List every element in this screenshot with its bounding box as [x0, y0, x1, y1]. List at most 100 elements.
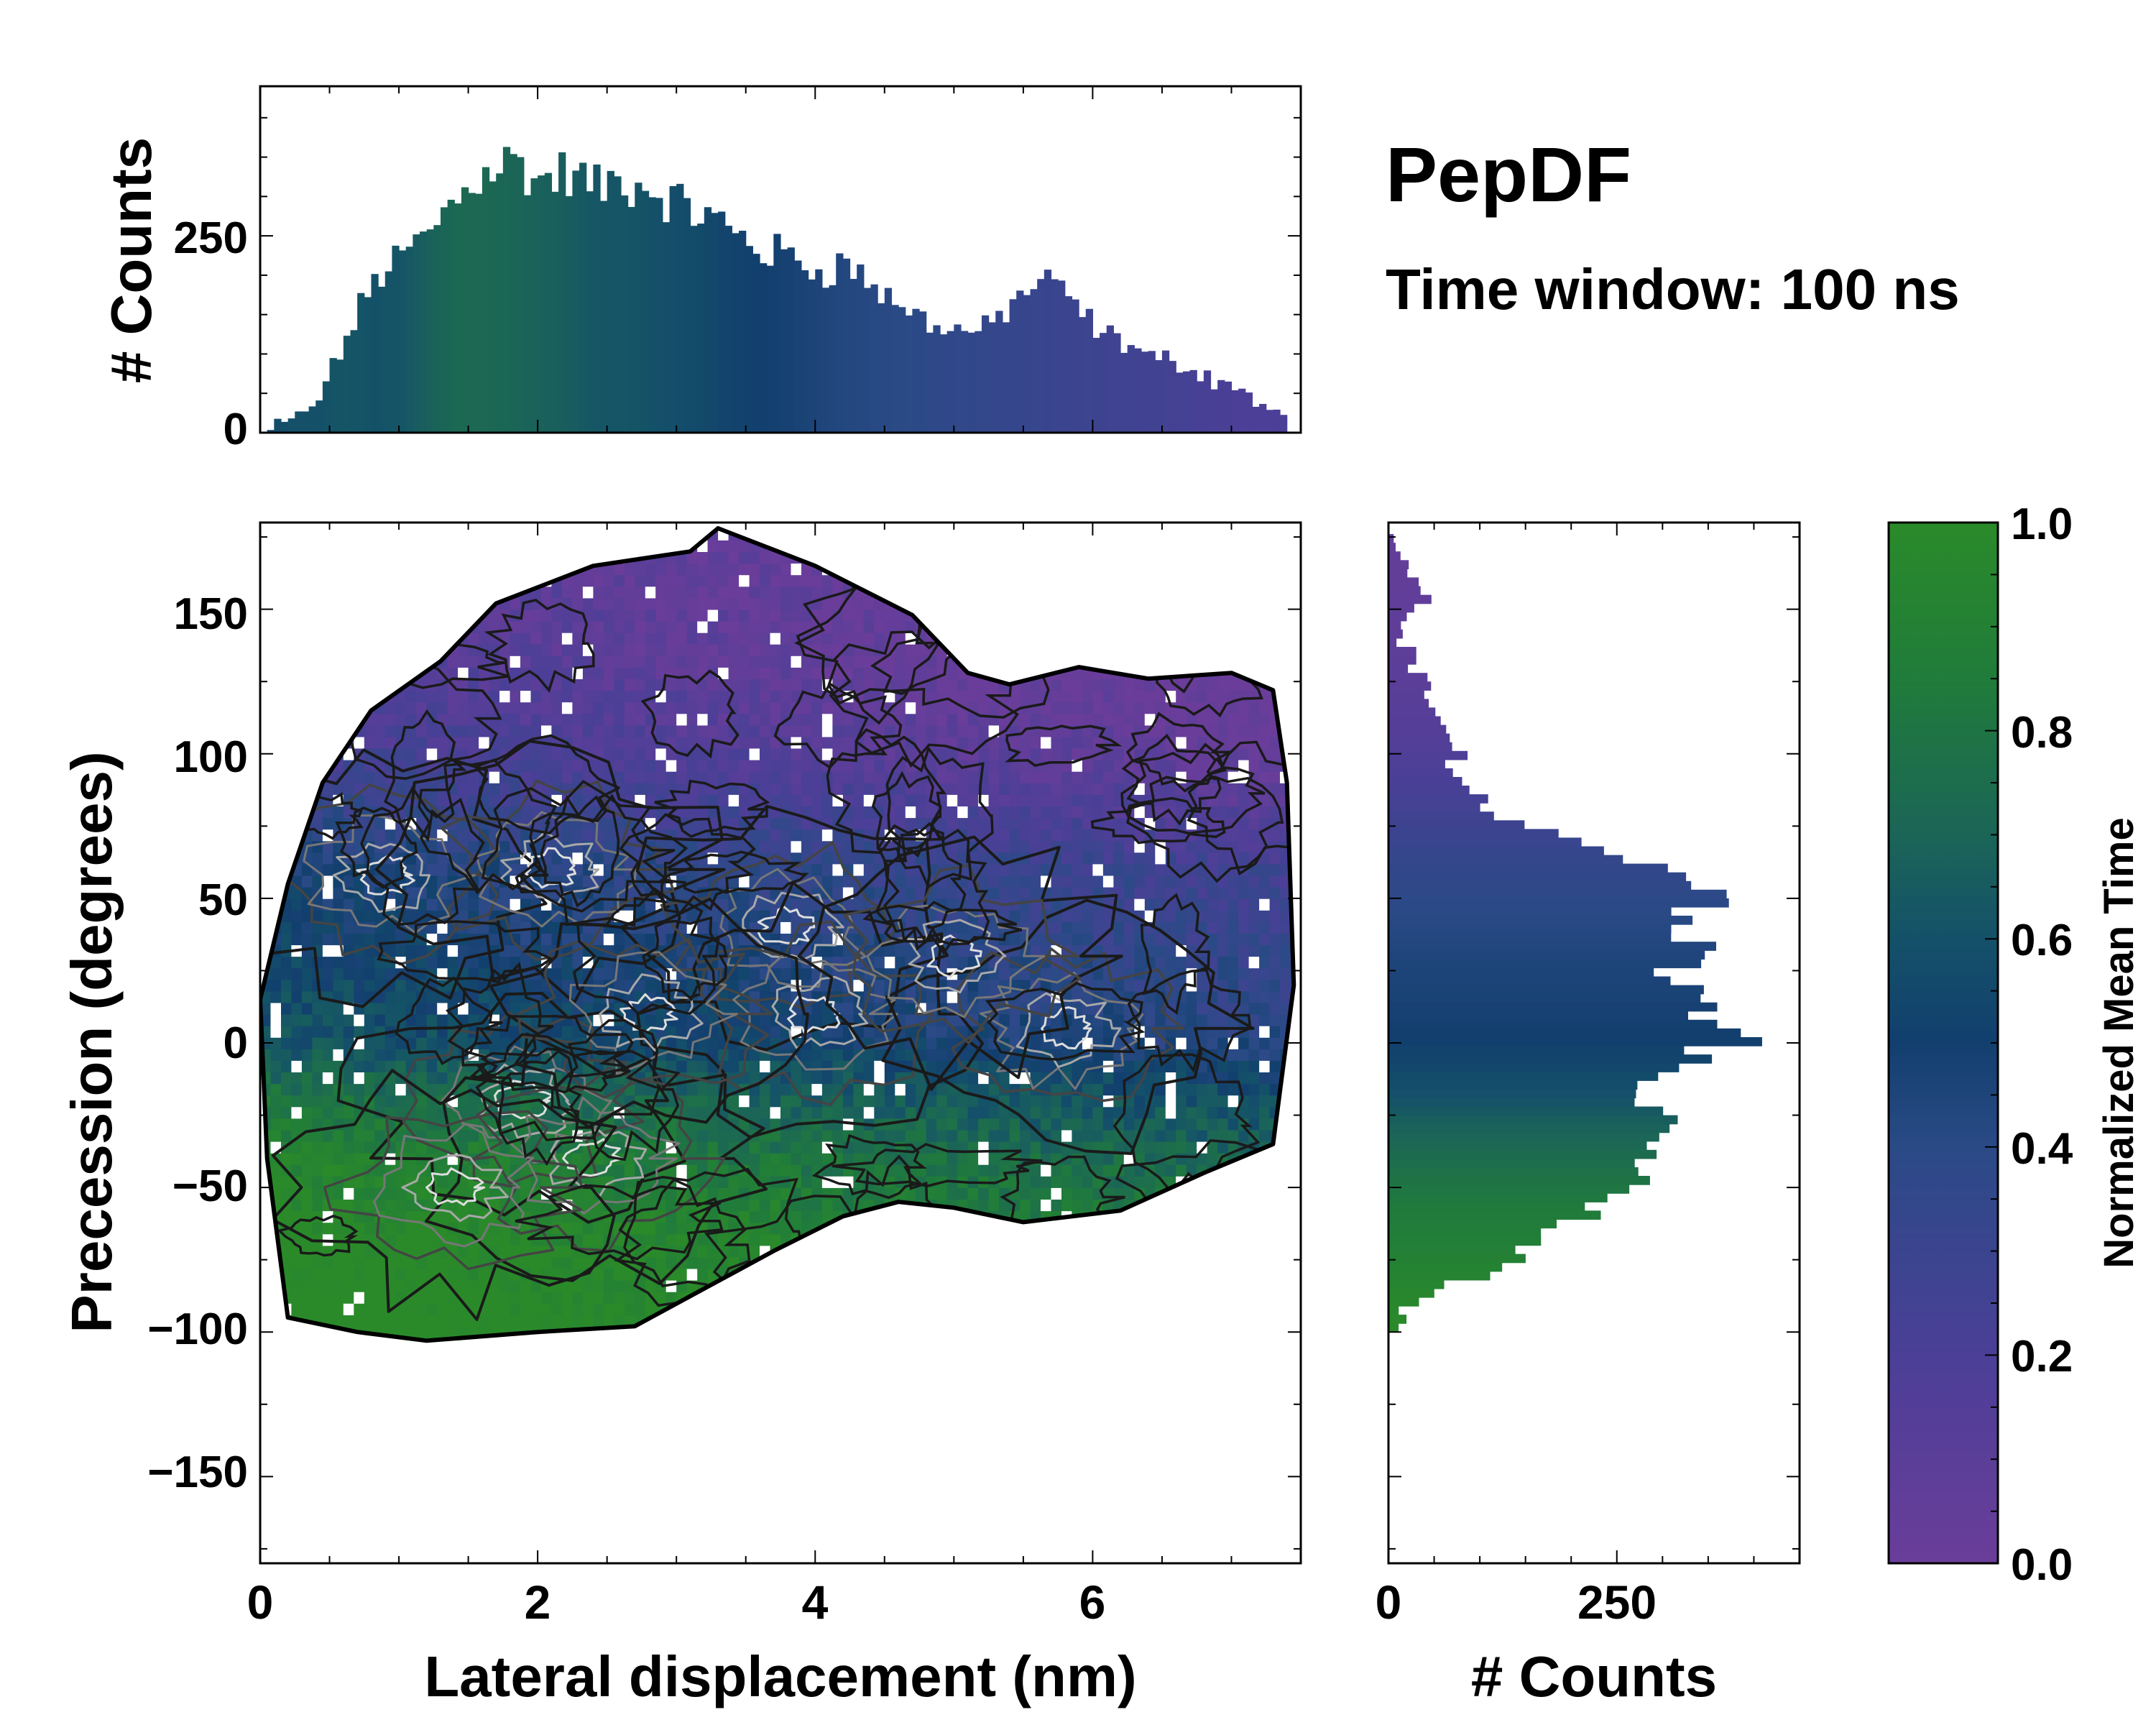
heatmap-cell: [936, 1037, 948, 1049]
heatmap-cell: [718, 1187, 729, 1200]
heatmap-cell: [884, 551, 896, 564]
heatmap-cell: [593, 1279, 604, 1292]
heatmap-cell: [343, 1025, 355, 1038]
heatmap-cell: [603, 724, 615, 737]
top-histogram-bar: [1085, 308, 1093, 433]
heatmap-cell: [374, 829, 386, 842]
heatmap-cell: [530, 1338, 542, 1341]
heatmap-cell: [749, 967, 760, 980]
heatmap-cell: [916, 783, 927, 795]
heatmap-cell: [426, 1129, 438, 1142]
top-histogram-bar: [544, 172, 553, 433]
heatmap-cell: [895, 1256, 906, 1269]
heatmap-cell: [301, 1095, 313, 1108]
heatmap-cell: [686, 724, 698, 737]
heatmap-cell: [343, 979, 355, 992]
top-histogram-bar: [808, 279, 816, 433]
heatmap-cell: [458, 1349, 469, 1361]
heatmap-cell: [281, 921, 292, 934]
heatmap-cell: [749, 563, 760, 576]
heatmap-cell: [749, 829, 760, 842]
heatmap-cell: [447, 990, 459, 1003]
heatmap-cell: [291, 1083, 303, 1096]
heatmap-cell: [437, 528, 448, 540]
top-histogram-bar: [863, 288, 872, 433]
heatmap-cell: [416, 1095, 428, 1108]
heatmap-cell: [416, 783, 428, 795]
heatmap-cell: [551, 656, 563, 668]
heatmap-cell: [333, 620, 344, 633]
heatmap-cell: [635, 586, 646, 599]
heatmap-cell: [281, 632, 292, 645]
heatmap-cell: [926, 1338, 937, 1341]
heatmap-cell: [458, 609, 469, 622]
heatmap-cell: [531, 1349, 542, 1361]
heatmap-cell: [301, 1152, 313, 1165]
top-histogram-bar: [482, 167, 490, 433]
heatmap-cell: [510, 632, 521, 645]
heatmap-cell: [416, 1315, 428, 1327]
heatmap-cell: [270, 1279, 282, 1292]
figure-title: PepDF: [1386, 131, 1631, 218]
heatmap-cell: [322, 1291, 334, 1304]
heatmap-cell: [447, 967, 459, 980]
heatmap-cell: [312, 759, 323, 772]
heatmap-cell: [270, 956, 282, 969]
heatmap-cell: [728, 1338, 740, 1341]
heatmap-cell: [926, 1315, 937, 1327]
heatmap-cell: [843, 1349, 854, 1361]
heatmap-cell: [281, 759, 292, 772]
heatmap-cell: [405, 1141, 417, 1154]
heatmap-cell: [301, 540, 313, 552]
top-histogram-bar: [1002, 322, 1010, 433]
heatmap-cell: [354, 702, 365, 714]
heatmap-cell: [343, 921, 355, 934]
heatmap-cell: [270, 1315, 282, 1327]
heatmap-cell: [821, 1245, 834, 1258]
heatmap-cell: [344, 1349, 354, 1361]
heatmap-cell: [281, 1245, 292, 1258]
heatmap-cell: [624, 620, 636, 633]
heatmap-cell: [926, 1129, 937, 1142]
heatmap-cell: [270, 770, 282, 783]
heatmap-cell: [635, 609, 646, 622]
heatmap-cell: [707, 1291, 719, 1304]
heatmap-cell: [447, 1315, 459, 1327]
heatmap-cell: [770, 783, 781, 795]
heatmap-cell: [749, 1233, 760, 1246]
heatmap-cell: [322, 1268, 334, 1281]
heatmap-cell: [530, 979, 542, 992]
heatmap-cell: [343, 956, 355, 969]
heatmap-cell: [395, 1164, 407, 1177]
top-y-tick-label-0: 0: [224, 405, 248, 454]
heatmap-cell: [624, 690, 636, 703]
heatmap-cell: [780, 1326, 792, 1339]
heatmap-cell: [260, 829, 272, 842]
heatmap-cell: [270, 551, 282, 564]
heatmap-cell: [447, 586, 459, 599]
heatmap-cell: [863, 1083, 875, 1096]
heatmap-cell: [603, 678, 615, 691]
heatmap-cell: [916, 1268, 927, 1281]
heatmap-cell: [405, 1256, 417, 1269]
heatmap-cell: [322, 1002, 334, 1015]
heatmap-cell: [333, 656, 344, 668]
heatmap-cell: [364, 1118, 376, 1131]
heatmap-cell: [863, 817, 875, 830]
heatmap-cell: [811, 1233, 823, 1246]
top-histogram-bar: [620, 195, 629, 433]
heatmap-cell: [551, 551, 563, 564]
heatmap-cell: [468, 713, 479, 726]
heatmap-cell: [718, 770, 729, 783]
heatmap-cell: [791, 1164, 802, 1177]
heatmap-cell: [426, 1072, 438, 1085]
heatmap-cell: [884, 586, 896, 599]
heatmap-cell: [520, 770, 532, 783]
heatmap-cell: [749, 1245, 760, 1258]
heatmap-cell: [374, 1002, 386, 1015]
heatmap-cell: [281, 586, 292, 599]
heatmap-cell: [697, 643, 709, 656]
heatmap-cell: [614, 875, 625, 888]
heatmap-cell: [895, 1049, 906, 1061]
heatmap-cell: [260, 806, 272, 819]
